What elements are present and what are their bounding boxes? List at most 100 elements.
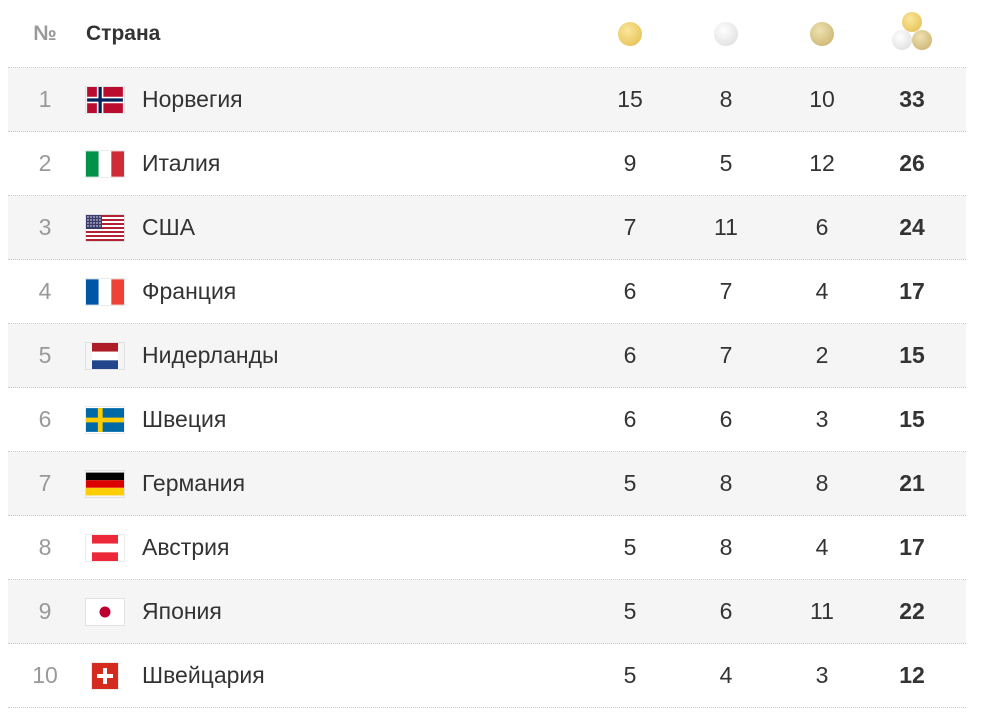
table-row: 9 Япония 5 6 11 22 (8, 580, 966, 644)
bronze-count: 3 (815, 406, 829, 432)
table-header: № Страна (8, 0, 966, 68)
country-name: Швеция (142, 406, 227, 432)
germany-flag-icon (86, 471, 124, 497)
country-name: Франция (142, 278, 237, 304)
silver-count: 8 (719, 470, 733, 496)
flag-cell (85, 68, 125, 131)
table-row: 8 Австрия 5 8 4 17 (8, 516, 966, 580)
country-name: Германия (142, 470, 246, 496)
france-flag-icon (86, 278, 124, 305)
gold-count: 6 (623, 406, 637, 432)
flag-cell (85, 580, 125, 643)
total-count: 21 (899, 470, 925, 496)
rank-cell: 2 (38, 150, 52, 176)
table-row: 2 Италия 9 5 12 26 (8, 132, 966, 196)
bronze-count: 10 (809, 86, 835, 112)
total-count: 33 (899, 86, 925, 112)
sweden-flag-icon (86, 407, 124, 433)
rank-cell: 8 (38, 534, 52, 560)
rank-cell: 5 (38, 342, 52, 368)
flag-cell (85, 196, 125, 259)
country-name: США (142, 214, 196, 240)
gold-count: 5 (623, 662, 637, 688)
table-row: 10 Швейцария 5 4 3 12 (8, 644, 966, 708)
total-count: 17 (899, 278, 925, 304)
bronze-medal-icon (810, 21, 834, 46)
bronze-count: 2 (815, 342, 829, 368)
switzerland-flag-icon (92, 662, 118, 689)
silver-medal-icon (714, 21, 738, 46)
bronze-count: 4 (815, 534, 829, 560)
silver-count: 11 (714, 214, 738, 240)
table-row: 7 Германия 5 8 8 21 (8, 452, 966, 516)
bronze-count: 8 (815, 470, 829, 496)
usa-flag-icon (86, 214, 124, 241)
country-name: Швейцария (142, 662, 265, 688)
flag-cell (85, 260, 125, 323)
silver-count: 6 (719, 406, 733, 432)
gold-medal-icon (618, 21, 642, 46)
gold-column-header (602, 0, 658, 67)
table-row: 1 Норвегия 15 8 10 33 (8, 68, 966, 132)
table-row: 3 США 7 11 6 24 (8, 196, 966, 260)
austria-flag-icon (86, 534, 124, 561)
total-count: 26 (899, 150, 925, 176)
bronze-count: 12 (809, 150, 835, 176)
silver-column-header (698, 0, 754, 67)
gold-count: 5 (623, 534, 637, 560)
norway-flag-icon (86, 86, 124, 113)
flag-cell (85, 644, 125, 707)
silver-count: 7 (719, 342, 733, 368)
silver-count: 5 (719, 150, 733, 176)
gold-count: 9 (623, 150, 637, 176)
japan-flag-icon (86, 598, 124, 625)
flag-cell (85, 452, 125, 515)
country-name: Япония (142, 598, 222, 624)
silver-count: 8 (719, 86, 733, 112)
total-medals-icon (888, 11, 936, 56)
gold-count: 5 (623, 598, 637, 624)
total-count: 12 (899, 662, 925, 688)
country-name: Италия (142, 150, 221, 176)
bronze-count: 6 (815, 214, 829, 240)
rank-cell: 4 (38, 278, 52, 304)
flag-cell (85, 516, 125, 579)
country-name: Австрия (142, 534, 230, 560)
gold-count: 7 (623, 214, 637, 240)
rank-cell: 6 (38, 406, 52, 432)
rank-cell: 9 (38, 598, 52, 624)
silver-count: 4 (719, 662, 733, 688)
italy-flag-icon (86, 150, 124, 177)
total-column-header (884, 0, 940, 67)
gold-count: 5 (623, 470, 637, 496)
total-count: 15 (899, 406, 925, 432)
medal-table: № Страна 1 Норвегия 15 8 10 33 2 Италия 9 5 12 26 3 С… (8, 0, 966, 708)
total-count: 24 (899, 214, 925, 240)
gold-count: 6 (623, 278, 637, 304)
table-row: 4 Франция 6 7 4 17 (8, 260, 966, 324)
rank-column-header: № (33, 22, 57, 45)
silver-count: 7 (719, 278, 733, 304)
total-count: 15 (899, 342, 925, 368)
bronze-count: 3 (815, 662, 829, 688)
gold-count: 6 (623, 342, 637, 368)
rank-cell: 10 (32, 662, 58, 688)
bronze-column-header (794, 0, 850, 67)
silver-count: 6 (719, 598, 733, 624)
flag-cell (85, 388, 125, 451)
table-row: 6 Швеция 6 6 3 15 (8, 388, 966, 452)
rank-cell: 7 (38, 470, 52, 496)
total-count: 22 (899, 598, 925, 624)
total-count: 17 (899, 534, 925, 560)
silver-count: 8 (719, 534, 733, 560)
bronze-count: 4 (815, 278, 829, 304)
table-row: 5 Нидерланды 6 7 2 15 (8, 324, 966, 388)
netherlands-flag-icon (86, 342, 124, 369)
flag-cell (85, 132, 125, 195)
flag-cell (85, 324, 125, 387)
gold-count: 15 (617, 86, 643, 112)
bronze-count: 11 (810, 598, 834, 624)
country-column-header: Страна (86, 22, 161, 45)
rank-cell: 1 (38, 86, 52, 112)
country-name: Нидерланды (142, 342, 279, 368)
